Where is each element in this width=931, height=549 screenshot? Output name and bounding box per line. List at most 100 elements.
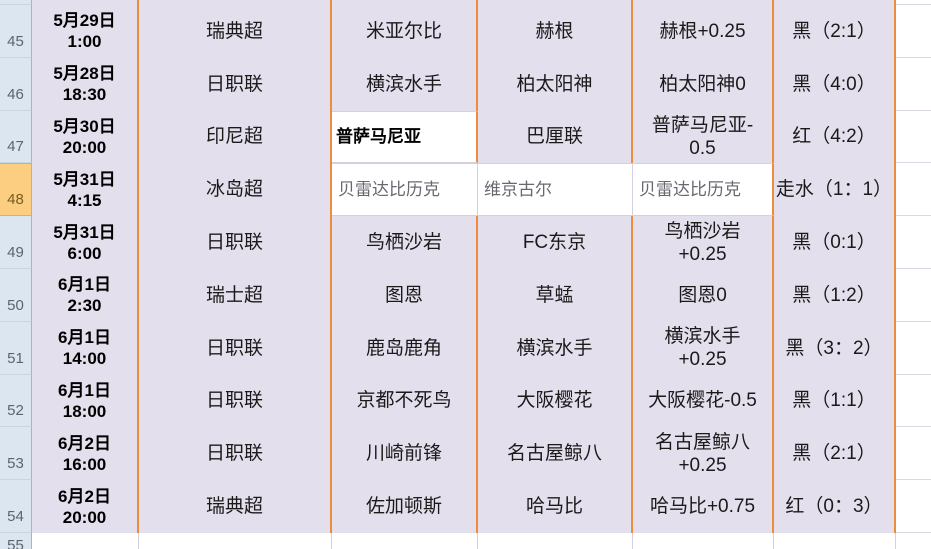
row-number-48[interactable]: 48 [0, 163, 32, 217]
result-cell[interactable]: 黑（2:1） [774, 5, 896, 58]
away-team-cell[interactable]: 赫根 [478, 5, 633, 58]
away-team-cell[interactable]: 柏太阳神 [478, 57, 633, 111]
table-row: 46 5月28日 18:30 日职联 横滨水手 柏太阳神 柏太阳神0 黑（4:0） [0, 57, 931, 111]
empty-margin [896, 427, 931, 481]
home-team-cell[interactable] [332, 0, 478, 5]
date-cell[interactable]: 5月30日 20:00 [32, 110, 139, 164]
home-team-cell[interactable]: 图恩 [332, 268, 478, 322]
date-cell[interactable]: 5月31日 6:00 [32, 216, 139, 269]
result-cell[interactable]: 红（0：3） [774, 480, 896, 533]
away-team-cell[interactable]: 名古屋鲸八 [478, 427, 633, 481]
row-number-53[interactable]: 53 [0, 427, 32, 481]
empty-cell[interactable] [32, 532, 139, 549]
away-team-cell[interactable]: 横滨水手 [478, 321, 633, 375]
result-cell[interactable] [774, 0, 896, 5]
table-row: 54 6月2日 20:00 瑞典超 佐加顿斯 哈马比 哈马比+0.75 红（0：3） [0, 480, 931, 533]
row-number-top-partial[interactable]: 44 [0, 0, 32, 5]
home-team-cell[interactable]: 鹿岛鹿角 [332, 321, 478, 375]
home-team-cell[interactable]: 普萨马尼亚 [332, 110, 478, 164]
league-cell[interactable]: 瑞典超 [139, 480, 332, 533]
away-team-cell[interactable]: FC东京 [478, 216, 633, 269]
league-cell[interactable]: 日职联 [139, 427, 332, 481]
handicap-cell[interactable]: 图恩0 [633, 268, 774, 322]
handicap-cell[interactable]: 大阪樱花-0.5 [633, 374, 774, 428]
empty-margin [896, 0, 931, 5]
away-team-cell[interactable]: 草蜢 [478, 268, 633, 322]
empty-margin [896, 5, 931, 58]
handicap-cell[interactable]: 贝雷达比历克 [633, 163, 774, 217]
league-cell[interactable]: 日职联 [139, 321, 332, 375]
result-cell[interactable]: 黑（0:1） [774, 216, 896, 269]
away-team-cell[interactable]: 巴厘联 [478, 110, 633, 164]
league-cell[interactable]: 日职联 [139, 374, 332, 428]
away-team-cell[interactable]: 维京古尔 [478, 163, 633, 217]
empty-margin [896, 321, 931, 375]
league-cell[interactable]: 瑞典超 [139, 5, 332, 58]
handicap-cell[interactable] [633, 0, 774, 5]
empty-cell[interactable] [139, 532, 332, 549]
home-team-cell[interactable]: 川崎前锋 [332, 427, 478, 481]
handicap-cell[interactable]: 赫根+0.25 [633, 5, 774, 58]
handicap-cell[interactable]: 名古屋鲸八 +0.25 [633, 427, 774, 481]
home-team-cell[interactable]: 米亚尔比 [332, 5, 478, 58]
date-cell[interactable]: 6月1日 18:00 [32, 374, 139, 428]
date-cell[interactable]: 5月28日 18:30 [32, 57, 139, 111]
empty-cell[interactable] [633, 532, 774, 549]
home-team-cell[interactable]: 贝雷达比历克 [332, 163, 478, 217]
away-team-cell[interactable] [478, 0, 633, 5]
date-cell[interactable]: 6月2日 20:00 [32, 480, 139, 533]
row-number-45[interactable]: 45 [0, 5, 32, 58]
row-number-49[interactable]: 49 [0, 216, 32, 269]
result-cell[interactable]: 黑（2:1） [774, 427, 896, 481]
date-cell[interactable]: 6月2日 16:00 [32, 427, 139, 481]
handicap-cell[interactable]: 鸟栖沙岩 +0.25 [633, 216, 774, 269]
date-cell[interactable]: 6月1日 14:00 [32, 321, 139, 375]
row-number-50[interactable]: 50 [0, 268, 32, 322]
home-team-cell[interactable]: 佐加顿斯 [332, 480, 478, 533]
home-team-cell[interactable]: 横滨水手 [332, 57, 478, 111]
handicap-cell[interactable]: 普萨马尼亚- 0.5 [633, 110, 774, 164]
handicap-cell[interactable]: 柏太阳神0 [633, 57, 774, 111]
table-row: 49 5月31日 6:00 日职联 鸟栖沙岩 FC东京 鸟栖沙岩 +0.25 黑（0:1） [0, 216, 931, 269]
league-cell[interactable]: 印尼超 [139, 110, 332, 164]
league-cell[interactable]: 冰岛超 [139, 163, 332, 217]
league-cell[interactable] [139, 0, 332, 5]
home-team-cell[interactable]: 鸟栖沙岩 [332, 216, 478, 269]
handicap-cell[interactable]: 哈马比+0.75 [633, 480, 774, 533]
date-cell[interactable]: 5月31日 4:15 [32, 163, 139, 217]
result-cell[interactable]: 黑（1:1） [774, 374, 896, 428]
away-team-cell[interactable]: 大阪樱花 [478, 374, 633, 428]
table-row: 48 5月31日 4:15 冰岛超 贝雷达比历克 维京古尔 贝雷达比历克 走水（1：1） [0, 163, 931, 217]
empty-cell[interactable] [332, 532, 478, 549]
empty-margin [896, 268, 931, 322]
result-cell[interactable]: 红（4:2） [774, 110, 896, 164]
away-team-cell[interactable]: 哈马比 [478, 480, 633, 533]
row-number-51[interactable]: 51 [0, 321, 32, 375]
result-cell[interactable]: 走水（1：1） [774, 163, 896, 217]
league-cell[interactable]: 日职联 [139, 216, 332, 269]
partial-top-row: 44 [0, 0, 931, 5]
row-number-46[interactable]: 46 [0, 57, 32, 111]
league-cell[interactable]: 瑞士超 [139, 268, 332, 322]
handicap-cell[interactable]: 横滨水手 +0.25 [633, 321, 774, 375]
empty-cell[interactable] [774, 532, 896, 549]
result-cell[interactable]: 黑（4:0） [774, 57, 896, 111]
home-team-cell[interactable]: 京都不死鸟 [332, 374, 478, 428]
empty-cell[interactable] [478, 532, 633, 549]
table-row: 50 6月1日 2:30 瑞士超 图恩 草蜢 图恩0 黑（1:2） [0, 268, 931, 322]
empty-margin [896, 532, 931, 549]
row-number-54[interactable]: 54 [0, 480, 32, 533]
table-row: 52 6月1日 18:00 日职联 京都不死鸟 大阪樱花 大阪樱花-0.5 黑（1:1） [0, 374, 931, 428]
empty-margin [896, 216, 931, 269]
league-cell[interactable]: 日职联 [139, 57, 332, 111]
date-cell[interactable]: 6月1日 2:30 [32, 268, 139, 322]
row-number-52[interactable]: 52 [0, 374, 32, 428]
date-cell[interactable] [32, 0, 139, 5]
table-row: 45 5月29日 1:00 瑞典超 米亚尔比 赫根 赫根+0.25 黑（2:1） [0, 5, 931, 58]
row-number-bottom-partial[interactable]: 55 [0, 532, 32, 549]
result-cell[interactable]: 黑（3：2） [774, 321, 896, 375]
date-cell[interactable]: 5月29日 1:00 [32, 5, 139, 58]
result-cell[interactable]: 黑（1:2） [774, 268, 896, 322]
row-number-47[interactable]: 47 [0, 110, 32, 164]
